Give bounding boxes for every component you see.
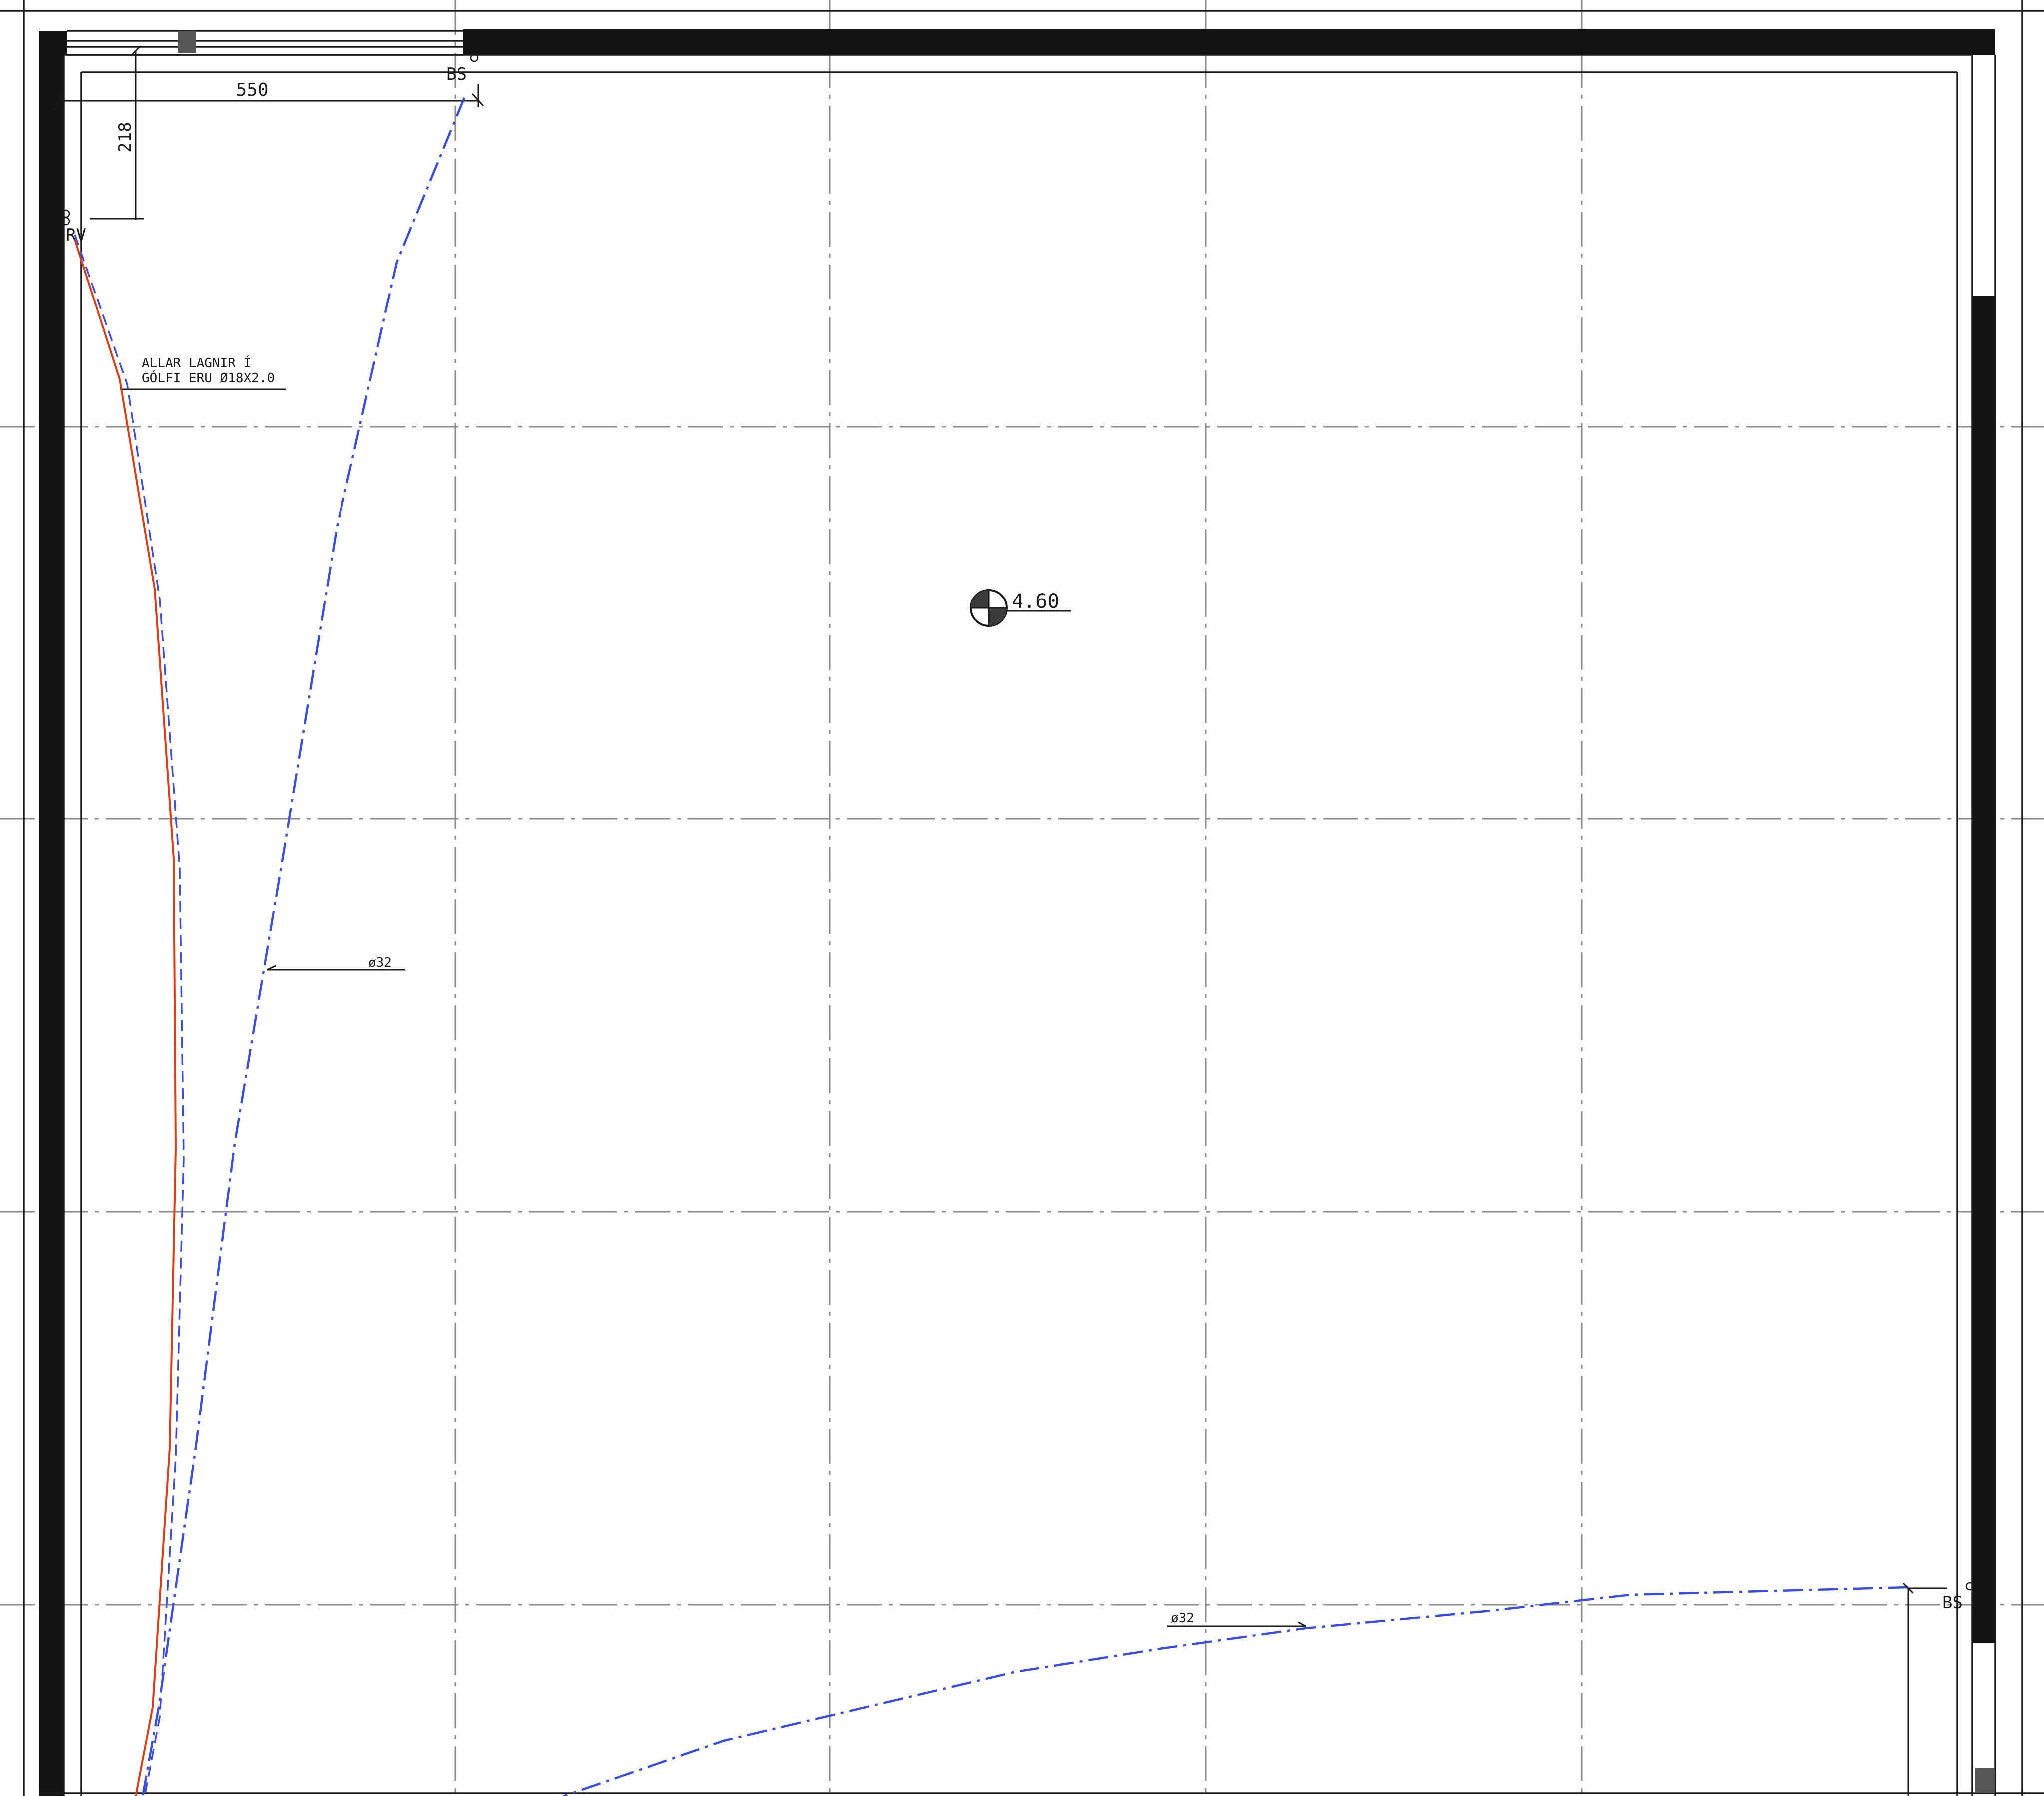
bs-top-label: BS	[446, 64, 467, 84]
note-line-1: ALLAR LAGNIR Í	[142, 355, 251, 371]
supply-pipe-bottom	[563, 1586, 1909, 1796]
pipe-label-1: ø32	[368, 955, 392, 970]
dim-218-tick	[130, 45, 142, 57]
supply-pipe-diagonal	[141, 97, 466, 1796]
wall-right-column-hatch	[1975, 1768, 1994, 1792]
dimension-550: 550	[54, 80, 484, 110]
pipe-label-1-arrow	[267, 965, 276, 971]
bs-top-group: BS	[446, 53, 479, 84]
valve-circle-icon-right	[1965, 1582, 1974, 1591]
wall-left-solid	[39, 31, 64, 1796]
valve-circle-icon	[470, 53, 479, 62]
pipe-label-2-group: ø32	[1167, 1611, 1306, 1627]
dim-218-label: 218	[115, 122, 135, 152]
elevation-group: 4.60	[970, 589, 1071, 627]
pipe-label-2-arrow	[1298, 1621, 1306, 1627]
elevation-label: 4.60	[1012, 590, 1059, 613]
bs-right-label: BS	[1942, 1593, 1963, 1613]
wall-top-solid	[463, 29, 1995, 55]
window-mullion	[178, 31, 196, 53]
dimension-218: 218	[90, 45, 144, 220]
wall-right-solid	[1973, 296, 1995, 1643]
dim-550-tick-left	[54, 92, 64, 110]
valve-double-circle-icon-2	[61, 217, 70, 226]
bs-right-tick	[1902, 1582, 1914, 1594]
pipe-label-1-group: ø32	[267, 955, 405, 971]
bs-right-group: BS	[1902, 1582, 1974, 1796]
dim-550-tick-right-slash	[471, 93, 484, 107]
note-group: ALLAR LAGNIR Í GÓLFI ERU Ø18X2.0	[120, 355, 286, 390]
elevation-marker-icon	[970, 589, 1008, 627]
walls	[39, 29, 2044, 1796]
return-pipe-left	[74, 239, 177, 1796]
note-line-2: GÓLFI ERU Ø18X2.0	[142, 370, 275, 386]
supply-pipe-left-parallel	[74, 234, 185, 1796]
pipe-label-2: ø32	[1171, 1611, 1194, 1626]
dim-550-label: 550	[236, 80, 268, 100]
